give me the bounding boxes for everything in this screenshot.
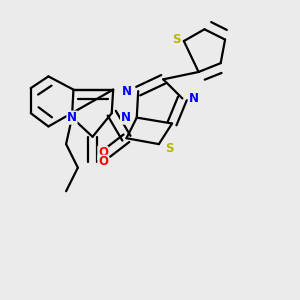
Text: N: N bbox=[122, 85, 132, 98]
Text: N: N bbox=[121, 111, 130, 124]
Text: S: S bbox=[165, 142, 173, 155]
Text: N: N bbox=[189, 92, 199, 105]
Text: O: O bbox=[98, 146, 108, 159]
Text: O: O bbox=[98, 155, 108, 168]
Text: N: N bbox=[67, 111, 77, 124]
Text: S: S bbox=[172, 33, 181, 46]
